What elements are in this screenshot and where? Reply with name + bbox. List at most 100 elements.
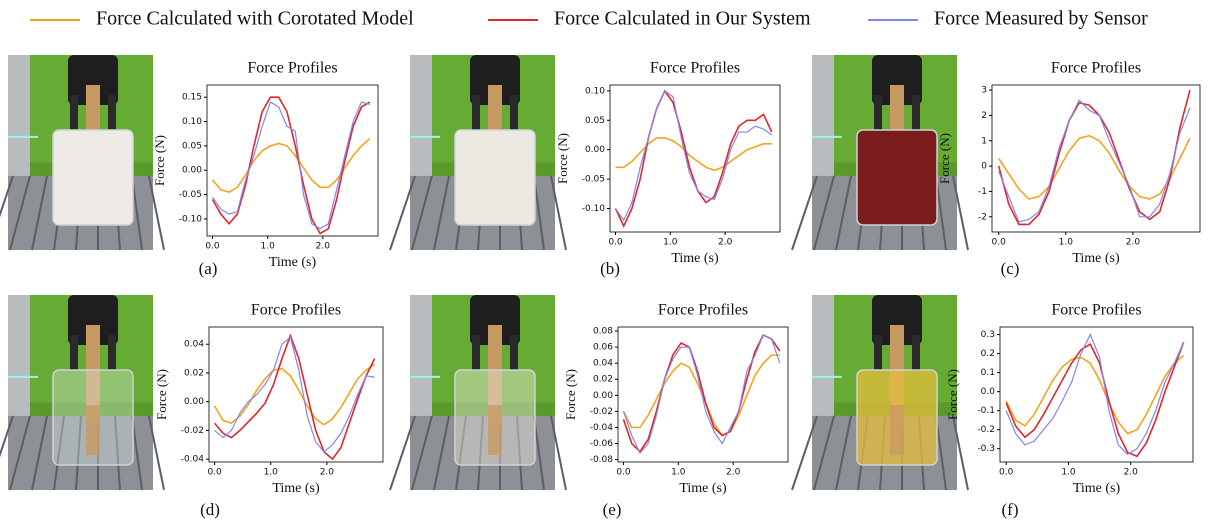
y-tick-label: 0.2 [981, 349, 995, 359]
legend-label: Force Calculated with Corotated Model [96, 8, 414, 30]
wood-stick-submerged [890, 405, 904, 455]
y-tick-label: -0.04 [181, 455, 205, 465]
floor-rail [411, 175, 433, 251]
gripper [68, 55, 118, 105]
y-tick-label: -0.02 [181, 426, 204, 436]
x-tick-label: 2.0 [316, 242, 331, 252]
legend-label: Force Calculated in Our System [554, 8, 811, 30]
y-tick-label: 0.05 [585, 116, 605, 126]
floor-rail [148, 175, 165, 251]
x-tick-label: 1.0 [264, 468, 279, 478]
caption: (c) [1001, 259, 1020, 278]
caption: (e) [603, 500, 622, 519]
y-tick-label: 0.00 [593, 391, 613, 401]
y-tick-label: -0.2 [977, 425, 995, 435]
y-tick-label: -2 [978, 212, 987, 222]
floor-rail [75, 415, 82, 491]
floor-rail [835, 175, 852, 251]
series-line [211, 137, 371, 194]
robot-column [8, 295, 30, 432]
photo [389, 295, 567, 491]
gripper-arm [70, 95, 78, 130]
y-tick-label: -1 [978, 187, 987, 197]
wood-stick [488, 325, 502, 425]
caption: (d) [200, 500, 220, 519]
floor-rail [31, 175, 48, 251]
series-line [614, 89, 773, 229]
gripper-arm [108, 335, 116, 370]
y-tick-label: -0.1 [977, 406, 995, 416]
y-tick-label: 0.00 [585, 145, 605, 155]
y-tick-label: 0.3 [981, 330, 995, 340]
series-line [998, 99, 1191, 223]
y-tick-label: 0.10 [585, 86, 605, 96]
chart-title: Force Profiles [251, 302, 341, 319]
floor-rail [477, 415, 484, 491]
y-tick-label: 0 [981, 162, 987, 172]
gripper-arm [472, 95, 480, 130]
gripper [872, 295, 922, 345]
x-tick-label: 0.0 [992, 238, 1007, 248]
y-tick-label: 0.06 [593, 343, 613, 353]
y-tick-label: 0.00 [182, 166, 202, 176]
y-tick-label: -0.04 [590, 423, 614, 433]
y-tick-label: 0.1 [981, 368, 995, 378]
x-tick-label: 2.0 [1124, 468, 1139, 478]
y-axis-label: Force (N) [555, 133, 570, 184]
chart: Force Profiles Time (s) Force (N) (c) 0.0 1.0… [937, 60, 1201, 278]
x-axis-label: Time (s) [671, 251, 719, 266]
series-line [1005, 354, 1185, 435]
chart: Force Profiles Time (s) Force (N) (f) 0.0 1.0… [945, 302, 1194, 519]
x-tick-label: 1.0 [261, 242, 276, 252]
y-axis-label: Force (N) [154, 369, 169, 420]
y-tick-label: 0.0 [981, 387, 996, 397]
floor-rail [952, 175, 969, 251]
wood-stick [86, 325, 100, 425]
y-axis-label: Force (N) [937, 133, 952, 184]
plot-frame [609, 84, 781, 233]
chart: Force Profiles Time (s) Force (N) (a) 0.0 1.0… [152, 60, 379, 278]
y-tick-label: 3 [981, 86, 987, 96]
floor-rail [114, 415, 121, 491]
floor-rail [0, 175, 14, 218]
floor-rail [411, 415, 433, 491]
series-line [615, 137, 772, 172]
y-axis-label: Force (N) [945, 369, 960, 420]
y-tick-label: 2 [981, 111, 987, 121]
x-axis-label: Time (s) [1073, 481, 1121, 496]
gripper [68, 295, 118, 345]
series-line [614, 89, 773, 222]
jar [52, 129, 134, 226]
series-line [622, 334, 781, 455]
plot-frame [999, 326, 1194, 463]
x-tick-label: 0.0 [608, 238, 623, 248]
floor-rail [389, 415, 416, 491]
y-tick-label: 0.02 [184, 368, 204, 378]
plot-frame [208, 326, 384, 463]
wood-stick-submerged [488, 405, 502, 455]
x-axis-label: Time (s) [272, 481, 320, 496]
y-tick-label: 1 [981, 136, 987, 146]
series-line [213, 333, 376, 461]
y-tick-label: -0.06 [590, 439, 614, 449]
jar [454, 129, 536, 226]
jar [856, 129, 938, 226]
plot-frame [206, 84, 379, 237]
y-tick-label: -0.05 [582, 175, 605, 185]
chart-title: Force Profiles [1051, 302, 1141, 319]
floor-rail [433, 175, 450, 251]
floor-rail [791, 415, 818, 491]
chart: Force Profiles Time (s) Force (N) (b) 0.0 1.0… [555, 60, 781, 278]
floor-rail [550, 415, 567, 491]
y-tick-label: 0.02 [593, 375, 613, 385]
gripper-arm [70, 335, 78, 370]
floor-rail [148, 415, 165, 491]
chart-title: Force Profiles [650, 60, 740, 77]
y-tick-label: 0.05 [182, 141, 202, 151]
series-line [998, 134, 1191, 200]
plot-frame [617, 326, 789, 463]
chart: Force Profiles Time (s) Force (N) (d) 0.0 1.0… [154, 302, 384, 519]
floor-rail [813, 175, 835, 251]
photo [0, 55, 165, 251]
x-tick-label: 2.0 [718, 238, 733, 248]
